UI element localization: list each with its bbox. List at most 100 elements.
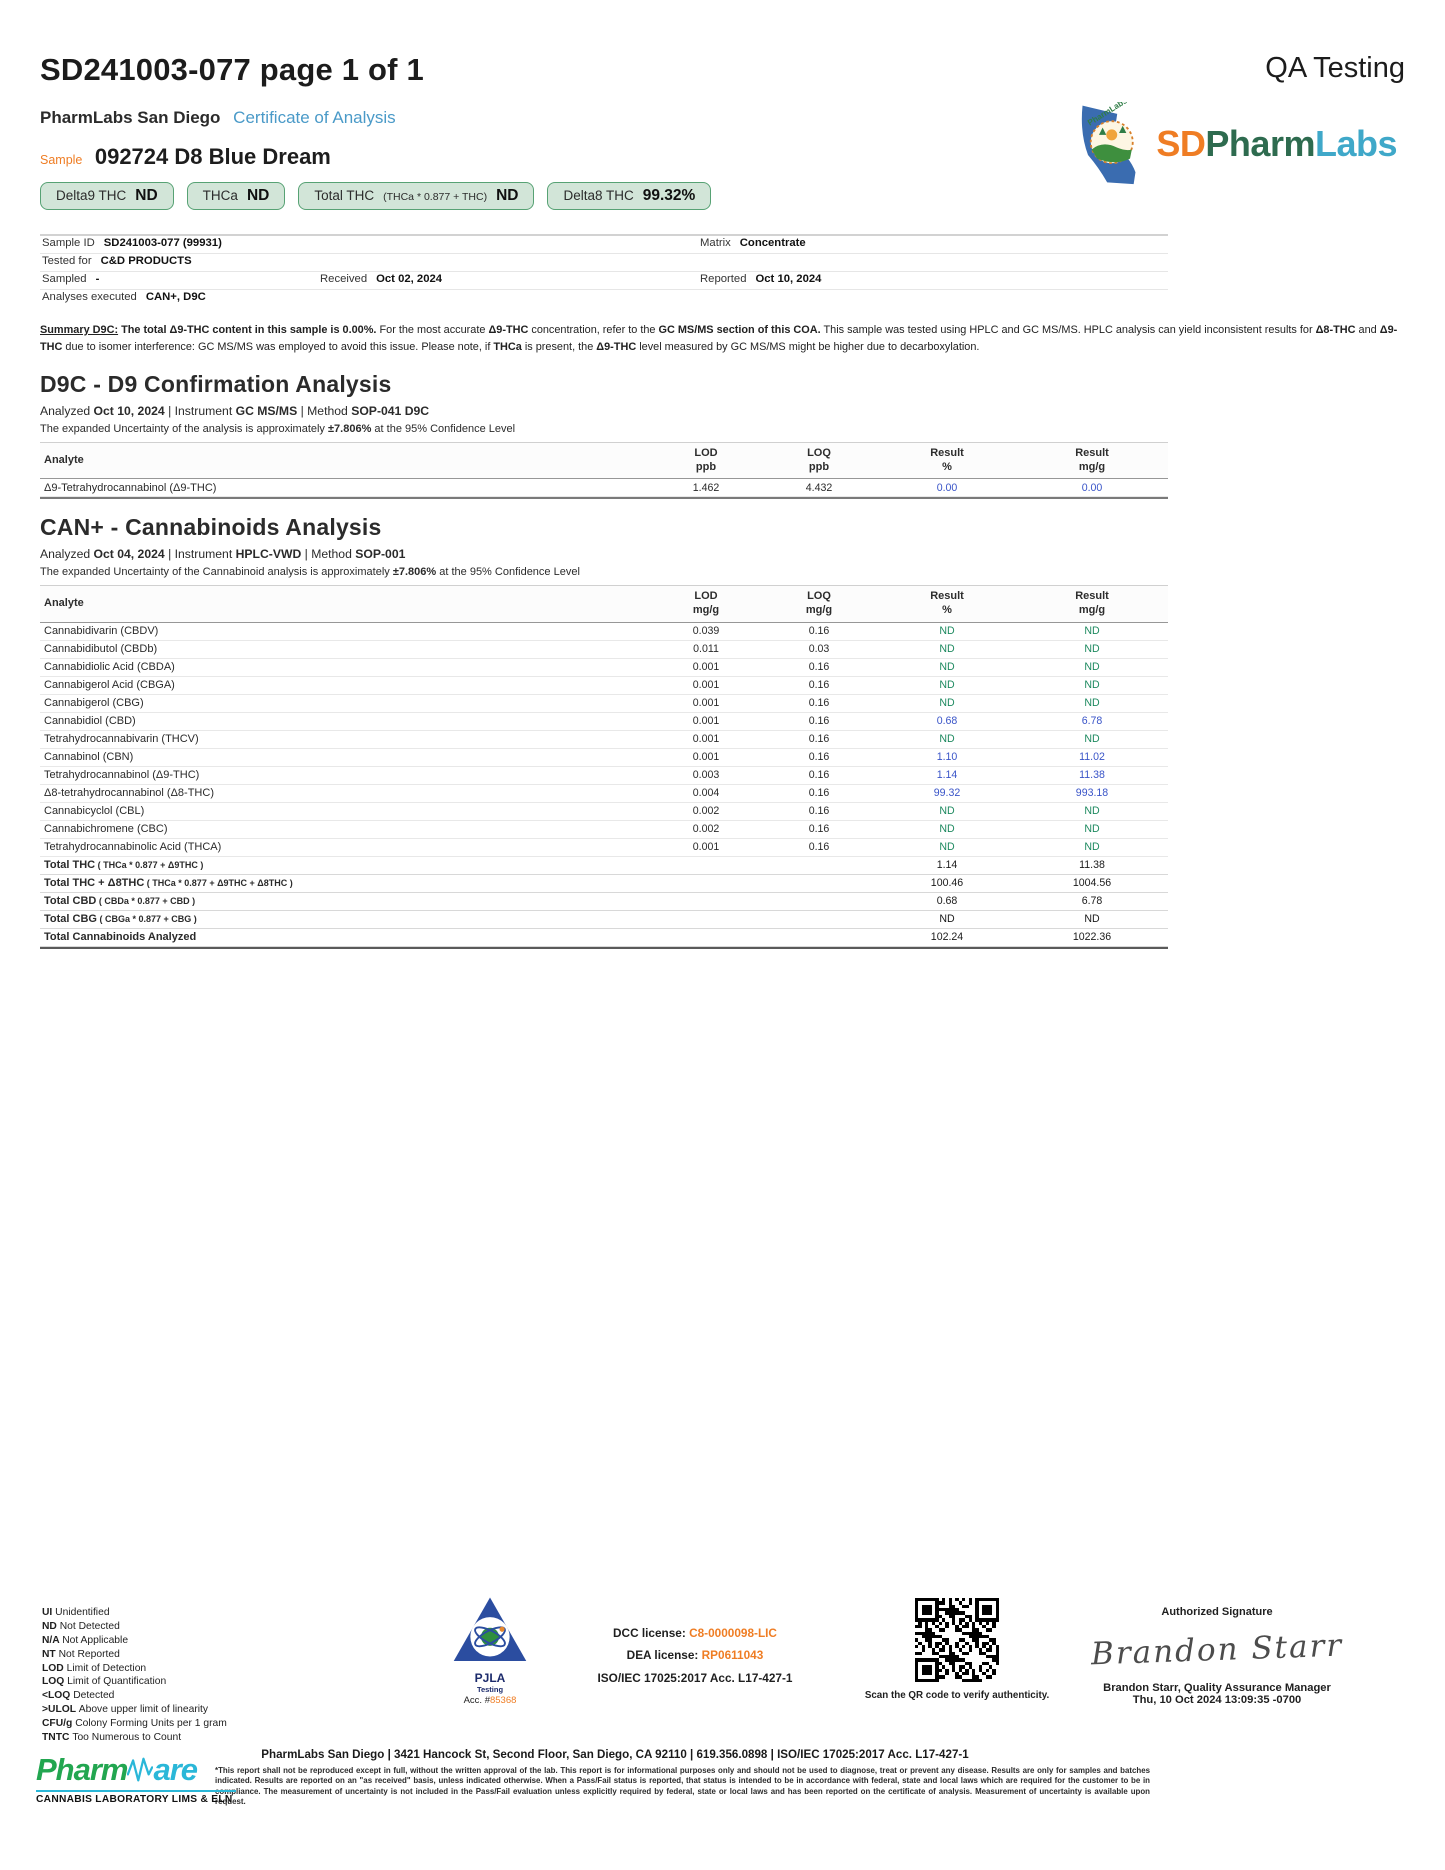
cell-analyte: Cannabigerol (CBG): [44, 697, 144, 710]
d9c-section: D9C - D9 Confirmation Analysis Analyzed …: [40, 371, 1405, 500]
sample-name: 092724 D8 Blue Dream: [94, 144, 331, 169]
cell-result-mgg: ND: [1084, 733, 1100, 746]
analyte-row: Cannabidiol (CBD) 0.001 0.16 0.68 6.78: [40, 713, 1168, 731]
can-uncertainty: The expanded Uncertainty of the Cannabin…: [40, 566, 1405, 578]
tested-for-label: Tested for: [42, 255, 92, 267]
cell-loq: 0.16: [808, 697, 830, 710]
reported-label: Reported: [700, 273, 747, 285]
text-segment: HPLC-VWD: [235, 547, 302, 562]
analyses-label: Analyses executed: [42, 291, 137, 303]
cell-result-percent: 1.10: [936, 751, 958, 764]
signature-block: Authorized Signature Brandon Starr Brand…: [1052, 1606, 1382, 1706]
legend-abbr: LOD: [42, 1662, 67, 1674]
cell-result-percent: ND: [939, 643, 955, 656]
signer-name-title: Brandon Starr, Quality Assurance Manager: [1103, 1682, 1331, 1694]
text-segment: GC MS/MS section of this COA.: [658, 324, 821, 336]
cell-loq: [760, 918, 878, 920]
column-header: Result mg/g: [1075, 446, 1109, 473]
pill-label: THCa: [202, 188, 238, 203]
text-segment: | Method: [301, 547, 356, 562]
text-segment: GC MS/MS: [235, 403, 298, 418]
pill-label: Delta9 THC: [56, 188, 127, 203]
cell-loq: 0.16: [808, 679, 830, 692]
legend-item: N/A Not Applicable: [42, 1634, 227, 1647]
cell-result-mgg: ND: [1084, 697, 1100, 710]
legend-item: LOQ Limit of Quantification: [42, 1675, 227, 1688]
dea-license-label: DEA license:: [626, 1648, 702, 1663]
cell-analyte: Total Cannabinoids Analyzed: [44, 931, 197, 944]
cell-result-mgg: 11.02: [1079, 751, 1105, 764]
legend-text: Limit of Quantification: [67, 1676, 167, 1688]
legend-abbr: CFU/g: [42, 1718, 76, 1729]
cell-lod: 0.001: [692, 733, 720, 746]
cell-loq: 0.16: [808, 823, 830, 836]
legend-text: Too Numerous to Count: [72, 1731, 182, 1743]
cell-lod: [652, 900, 760, 902]
total-row: Total THC + Δ8THC ( THCa * 0.877 + Δ9THC…: [40, 875, 1168, 893]
dea-license-line: DEA license: RP0611043: [555, 1644, 835, 1666]
legend-abbr: UI: [42, 1607, 56, 1618]
cell-lod: 0.001: [692, 679, 720, 692]
text-segment: due to isomer interference: GC MS/MS was…: [62, 340, 494, 353]
cell-loq: 4.432: [805, 481, 833, 494]
cell-result-mgg: 0.00: [1081, 481, 1103, 494]
total-row: Total CBD ( CBDa * 0.877 + CBD ) 0.68 6.78: [40, 893, 1168, 911]
pharmware-tagline: CANNABIS LABORATORY LIMS & ELN: [36, 1790, 236, 1805]
cell-result-percent: 102.24: [930, 931, 964, 944]
cell-analyte: Δ9-Tetrahydrocannabinol (Δ9-THC): [44, 481, 217, 494]
text-segment: SOP-041 D9C: [351, 403, 430, 418]
dea-license-value: RP0611043: [701, 1648, 764, 1663]
cell-result-mgg: ND: [1084, 625, 1100, 638]
legend-item: TNTC Too Numerous to Count: [42, 1731, 227, 1744]
tested-for-value: C&D PRODUCTS: [100, 255, 192, 267]
iso-accreditation-line: ISO/IEC 17025:2017 Acc. L17-427-1: [597, 1670, 793, 1685]
text-segment: THCa: [493, 340, 522, 353]
pharmware-logo: Pharm are CANNABIS LABORATORY LIMS & ELN: [36, 1752, 236, 1805]
cell-result-percent: 100.46: [930, 877, 964, 890]
cell-result-mgg: ND: [1084, 841, 1100, 854]
cell-result-mgg: ND: [1084, 661, 1100, 674]
cell-result-percent: ND: [939, 697, 955, 710]
pjla-logo-icon: [453, 1597, 527, 1661]
cell-loq: 0.16: [808, 715, 830, 728]
result-pill: Delta9 THC ND: [40, 182, 174, 210]
brand-sd: SD: [1156, 123, 1206, 164]
text-segment: The expanded Uncertainty of the analysis…: [40, 422, 328, 435]
cell-analyte: Cannabigerol Acid (CBGA): [44, 679, 175, 692]
cell-result-percent: ND: [939, 913, 955, 926]
legend-abbr: ND: [42, 1620, 60, 1632]
cell-analyte: Cannabidibutol (CBDb): [44, 643, 158, 656]
d9c-section-title: D9C - D9 Confirmation Analysis: [40, 370, 392, 397]
text-segment: The total Δ9-THC content in this sample …: [121, 324, 377, 336]
d9c-table: Analyte LOD ppb LOQ ppb Result% Result mg/g Δ9-T…: [40, 441, 1405, 500]
result-pill: THCa ND: [186, 182, 286, 210]
cell-lod: 0.001: [692, 751, 720, 764]
qr-block: Scan the QR code to verify authenticity.: [862, 1598, 1052, 1701]
cell-lod: [652, 864, 760, 866]
cell-loq: 0.16: [808, 625, 830, 638]
text-segment: at the 95% Confidence Level: [371, 422, 516, 435]
text-segment: and: [1355, 324, 1380, 336]
column-header: Result%: [930, 446, 964, 473]
analyte-row: Cannabidiolic Acid (CBDA) 0.001 0.16 ND ND: [40, 659, 1168, 677]
column-header: LOQ ppb: [807, 446, 831, 473]
cell-analyte: Δ8-tetrahydrocannabinol (Δ8-THC): [44, 787, 214, 800]
text-segment: at the 95% Confidence Level: [436, 566, 580, 579]
sample-row: Sample 092724 D8 Blue Dream: [40, 144, 1405, 170]
analyte-row: Cannabidivarin (CBDV) 0.039 0.16 ND ND: [40, 623, 1168, 641]
received-label: Received: [320, 273, 368, 285]
text-segment: Oct 10, 2024: [93, 403, 165, 418]
text-segment: Δ9-THC: [596, 340, 637, 353]
text-segment: is present, the: [521, 340, 597, 353]
dcc-license-label: DCC license:: [613, 1626, 690, 1640]
cell-loq: 0.03: [808, 643, 830, 656]
cell-loq: 0.16: [808, 661, 830, 674]
sampled-value: -: [95, 273, 100, 285]
text-segment: Oct 04, 2024: [93, 547, 165, 562]
result-pill: Total THC (THCa * 0.877 + THC) ND: [298, 182, 535, 210]
cell-lod: 0.001: [692, 697, 720, 710]
total-row: Total CBG ( CBGa * 0.877 + CBG ) ND ND: [40, 911, 1168, 929]
text-segment: Δ9-THC: [488, 324, 529, 336]
cell-lod: 0.011: [693, 643, 719, 656]
